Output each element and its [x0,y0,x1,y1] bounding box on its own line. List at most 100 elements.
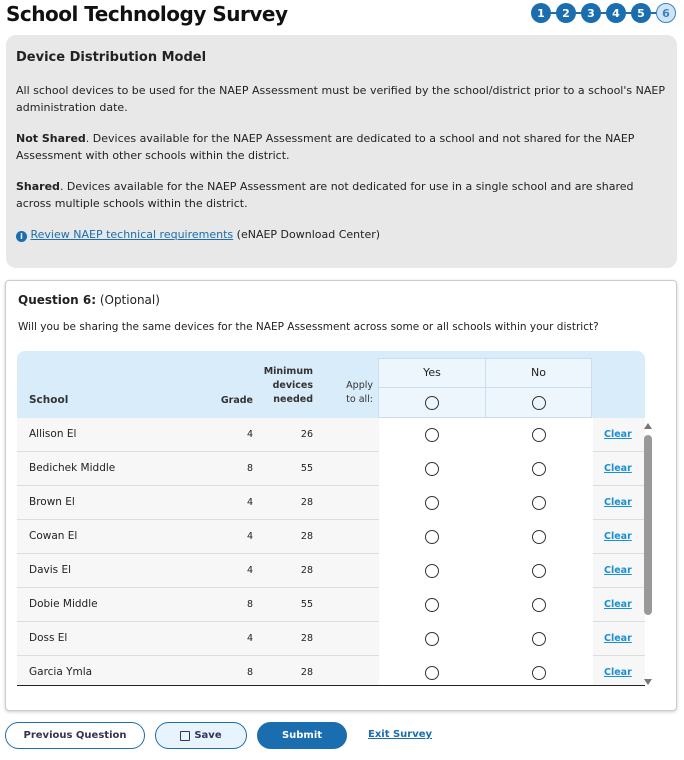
apply-all-no-radio[interactable] [531,396,546,410]
school-name: Dobie Middle [29,598,98,610]
grade: 8 [246,463,253,474]
header-apply-1: Apply [346,380,373,391]
scroll-up-icon[interactable] [644,423,652,429]
radio-cell [379,656,593,685]
min-devices: 28 [300,531,313,542]
step-6[interactable]: 6 [656,3,676,23]
save-icon [180,730,191,741]
step-connector [651,12,656,14]
grade: 4 [246,497,253,508]
table-row: Cowan El 4 28 Clear [17,520,645,554]
no-radio[interactable] [532,564,546,578]
step-connector [626,12,631,14]
step-3[interactable]: 3 [581,3,601,23]
min-devices: 28 [300,497,313,508]
scroll-thumb[interactable] [644,435,652,615]
previous-question-button[interactable]: Previous Question [5,722,145,749]
submit-button[interactable]: Submit [257,722,347,749]
yes-radio[interactable] [425,666,439,680]
table-row: Doss El 4 28 Clear [17,622,645,656]
clear-link[interactable]: Clear [604,667,632,678]
clear-link[interactable]: Clear [604,497,632,508]
min-devices: 55 [300,599,313,610]
radio-cell [379,554,593,588]
school-name: Cowan El [29,530,78,542]
grade: 8 [246,599,253,610]
step-5[interactable]: 5 [631,3,651,23]
clear-link[interactable]: Clear [604,531,632,542]
scroll-down-icon[interactable] [644,679,652,685]
link-suffix: (eNAEP Download Center) [233,228,381,241]
radio-cell [379,520,593,554]
yes-radio[interactable] [425,428,439,442]
question-panel: Question 6: (Optional) Will you be shari… [5,280,677,711]
scrollbar[interactable] [643,423,653,685]
not-shared-label: Not Shared [16,132,86,145]
no-radio[interactable] [532,632,546,646]
header-apply-2: to all: [346,394,373,405]
step-connector [576,12,581,14]
clear-link[interactable]: Clear [604,633,632,644]
yes-radio[interactable] [425,530,439,544]
header-grade: Grade [220,395,253,406]
min-devices: 26 [300,429,313,440]
no-radio[interactable] [532,496,546,510]
grade: 4 [246,633,253,644]
requirements-link[interactable]: Review NAEP technical requirements [30,228,234,241]
yes-column-header: Yes [378,358,486,418]
no-column-header: No [485,358,592,418]
table-row: Brown El 4 28 Clear [17,486,645,520]
clear-link[interactable]: Clear [604,565,632,576]
no-radio[interactable] [532,428,546,442]
school-name: Allison El [29,428,77,440]
table-row: Allison El 4 26 Clear [17,418,645,452]
shared-paragraph: Shared. Devices available for the NAEP A… [16,178,667,212]
table-header: School Grade Minimum devices needed Apply t… [17,351,645,418]
header-min-1: Minimum [263,366,313,377]
radio-cell [379,622,593,656]
yes-radio[interactable] [425,496,439,510]
radio-cell [379,588,593,622]
school-name: Garcia Ymla [29,666,93,678]
grade: 4 [246,531,253,542]
not-shared-paragraph: Not Shared. Devices available for the NA… [16,130,667,164]
clear-link[interactable]: Clear [604,463,632,474]
grade: 4 [246,565,253,576]
table-row: Dobie Middle 8 55 Clear [17,588,645,622]
yes-radio[interactable] [425,462,439,476]
header-apply-all: Apply to all: [346,379,373,407]
info-paragraph: All school devices to be used for the NA… [16,84,665,114]
no-radio[interactable] [532,530,546,544]
info-icon: i [16,231,27,242]
header-minimum: Minimum devices needed [264,365,313,407]
table-row: Davis El 4 28 Clear [17,554,645,588]
table-row: Bedichek Middle 8 55 Clear [17,452,645,486]
table-body: Allison El 4 26 Clear Bedichek Middle 8 … [17,418,645,686]
school-name: Brown El [29,496,75,508]
no-radio[interactable] [532,666,546,680]
info-heading: Device Distribution Model [16,50,207,65]
min-devices: 28 [300,565,313,576]
page-title: School Technology Survey [6,2,288,26]
no-radio[interactable] [532,598,546,612]
header-min-3: needed [273,394,313,405]
radio-cell [379,418,593,452]
info-box: Device Distribution Model All school dev… [6,35,677,268]
school-name: Bedichek Middle [29,462,116,474]
yes-radio[interactable] [425,598,439,612]
exit-survey-link[interactable]: Exit Survey [368,729,433,740]
header-min-2: devices [272,380,313,391]
step-2[interactable]: 2 [556,3,576,23]
step-1[interactable]: 1 [531,3,551,23]
step-4[interactable]: 4 [606,3,626,23]
shared-text: . Devices available for the NAEP Assessm… [16,180,634,210]
clear-link[interactable]: Clear [604,429,632,440]
min-devices: 28 [300,633,313,644]
save-button[interactable]: Save [155,722,247,749]
yes-radio[interactable] [425,632,439,646]
shared-label: Shared [16,180,60,193]
no-radio[interactable] [532,462,546,476]
clear-link[interactable]: Clear [604,599,632,610]
apply-all-yes-radio[interactable] [425,396,439,410]
yes-radio[interactable] [425,564,439,578]
